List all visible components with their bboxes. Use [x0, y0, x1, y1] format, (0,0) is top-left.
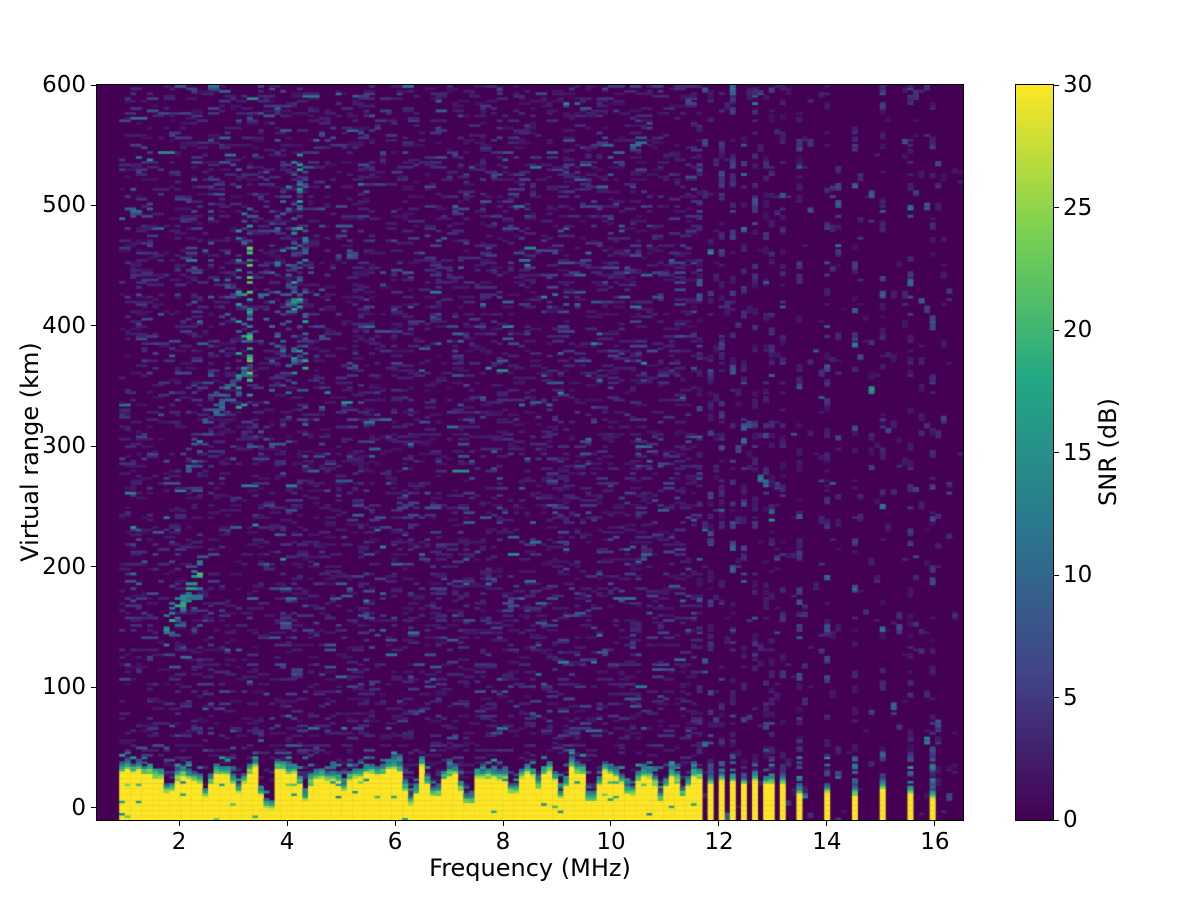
x-tick-label: 12: [704, 829, 734, 855]
y-tick: [91, 325, 96, 327]
colorbar-tick-label: 20: [1063, 317, 1093, 343]
colorbar-tick-label: 15: [1063, 439, 1093, 466]
y-tick-label: 600: [42, 72, 86, 98]
x-tick-label: 16: [920, 829, 950, 855]
y-tick: [91, 204, 96, 206]
y-tick-label: 200: [42, 553, 86, 580]
colorbar-tick: [1054, 329, 1059, 331]
y-tick: [91, 686, 96, 688]
y-tick-label: 100: [42, 674, 86, 701]
x-tick-label: 10: [596, 829, 626, 855]
y-tick-label: 400: [42, 312, 86, 339]
x-tick: [934, 821, 936, 826]
x-tick-label: 8: [495, 829, 511, 855]
colorbar-tick: [1054, 574, 1059, 576]
colorbar-tick-label: 10: [1063, 562, 1093, 588]
y-tick: [91, 807, 96, 809]
colorbar-tick: [1054, 452, 1059, 453]
x-tick: [826, 821, 828, 826]
colorbar: [1015, 84, 1054, 821]
colorbar-tick: [1054, 84, 1059, 86]
y-tick: [91, 566, 96, 568]
y-tick-label: 300: [42, 433, 86, 460]
plot-frame: [96, 84, 964, 821]
ionogram-heatmap: [97, 85, 963, 820]
y-tick: [91, 84, 96, 86]
colorbar-tick: [1054, 697, 1059, 698]
x-tick: [286, 821, 288, 826]
x-tick: [394, 821, 396, 826]
colorbar-tick-label: 5: [1063, 684, 1078, 711]
colorbar-tick-label: 0: [1063, 807, 1078, 833]
x-tick: [502, 821, 504, 826]
y-tick-label: 500: [42, 192, 86, 219]
colorbar-tick: [1054, 207, 1059, 208]
y-axis-label: Virtual range (km): [16, 342, 44, 562]
x-axis-label: Frequency (MHz): [429, 854, 631, 882]
colorbar-label: SNR (dB): [1094, 398, 1122, 506]
x-tick-label: 4: [279, 829, 295, 855]
colorbar-tick-label: 25: [1063, 194, 1093, 221]
x-tick-label: 2: [171, 829, 187, 855]
y-tick: [91, 445, 96, 447]
y-tick-label: 0: [71, 794, 86, 821]
colorbar-tick: [1054, 819, 1059, 821]
x-tick-label: 14: [812, 829, 842, 855]
x-tick: [718, 821, 720, 826]
x-tick: [178, 821, 180, 826]
colorbar-tick-label: 30: [1063, 72, 1093, 98]
x-tick: [610, 821, 612, 826]
x-tick-label: 6: [387, 829, 403, 855]
